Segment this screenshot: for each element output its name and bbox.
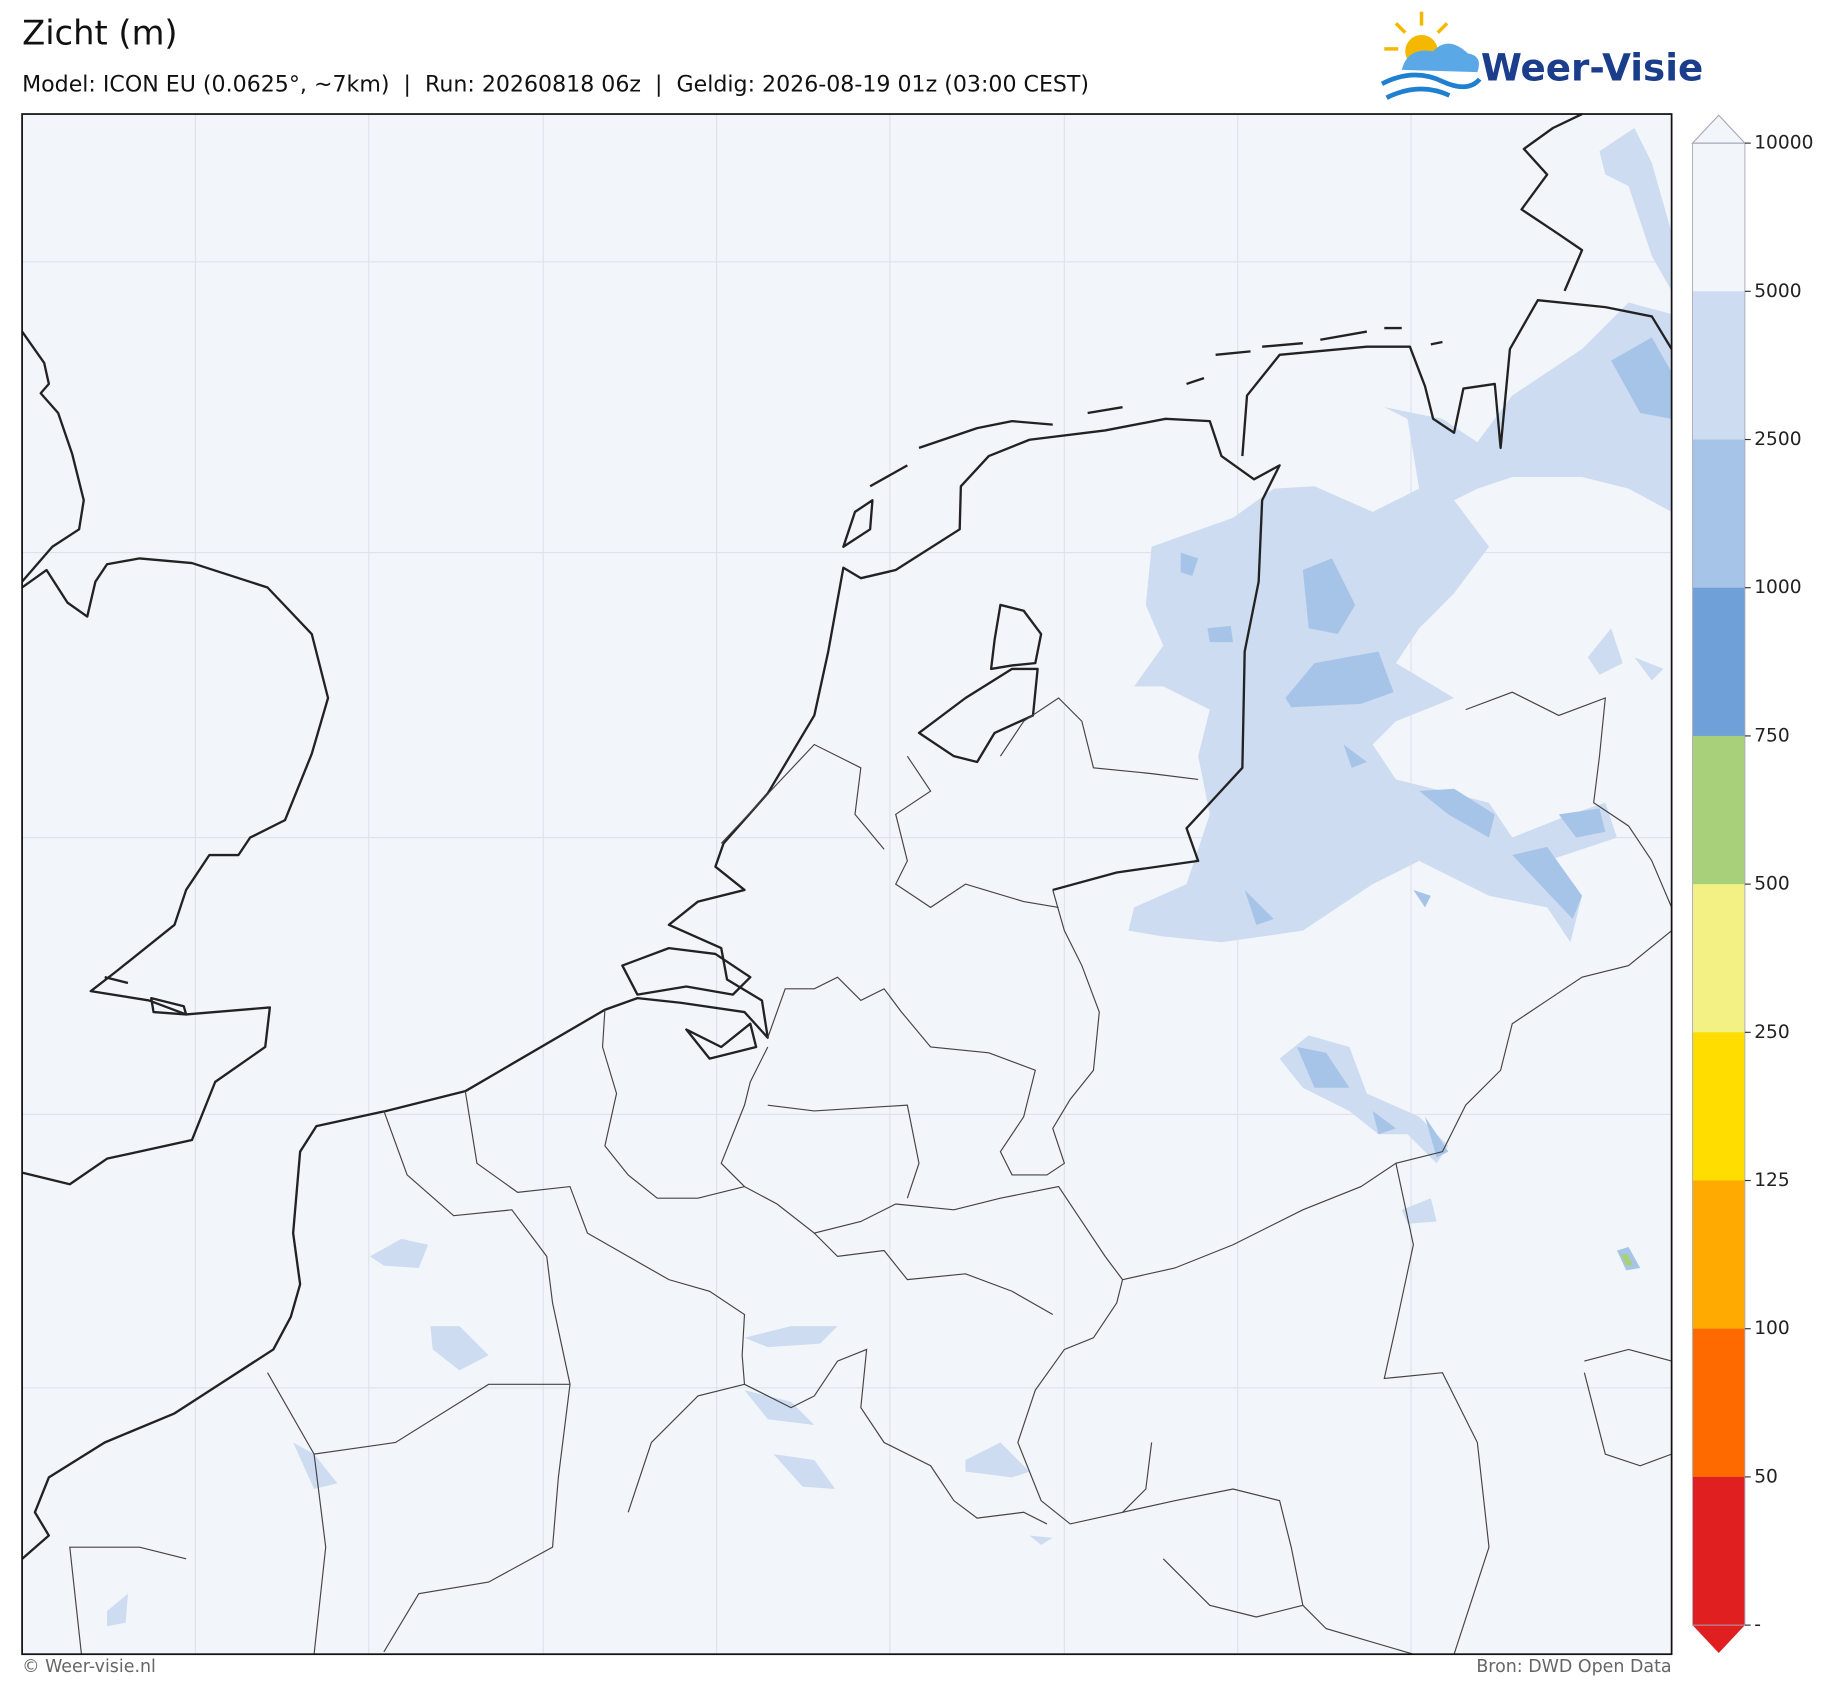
colorbar-tick-label: 10000	[1754, 133, 1813, 154]
colorbar-tick-label: 2500	[1754, 429, 1801, 450]
coastlines	[21, 112, 1673, 1560]
colorbar-tick-label: 100	[1754, 1318, 1790, 1339]
colorbar-segment	[1692, 291, 1745, 441]
colorbar-segment	[1692, 143, 1745, 292]
colorbar-bottom-label: -	[1754, 1615, 1761, 1636]
colorbar-tick-label: 750	[1754, 725, 1790, 746]
logo-text: Weer-Visie	[1481, 45, 1703, 89]
colorbar-segment	[1692, 1328, 1745, 1478]
map-background	[22, 114, 1672, 1655]
colorbar-tick-label: 125	[1754, 1170, 1790, 1191]
colorbar-tick-label: 50	[1754, 1466, 1778, 1487]
title: Zicht (m)	[22, 13, 177, 52]
colorbar-segment	[1692, 1032, 1745, 1182]
footer-right: Bron: DWD Open Data	[1476, 1657, 1671, 1677]
colorbar-extend-bottom	[1692, 1625, 1745, 1654]
colorbar-segment	[1692, 439, 1745, 589]
colorbar-tick-label: 500	[1754, 874, 1790, 895]
colorbar-segment	[1692, 1476, 1745, 1626]
subtitle: Model: ICON EU (0.0625°, ~7km) | Run: 20…	[22, 71, 1089, 97]
map-frame	[21, 113, 1673, 1656]
colorbar-segment	[1692, 735, 1745, 885]
colorbar-segment	[1692, 587, 1745, 737]
borders	[69, 691, 1673, 1655]
visibility-field	[107, 128, 1672, 1627]
logo: Weer-Visie	[1380, 11, 1703, 100]
colorbar-tick-label: 250	[1754, 1022, 1790, 1043]
colorbar-tick-label: 1000	[1754, 577, 1801, 598]
colorbar-extend-top	[1691, 114, 1747, 144]
colorbar-segment	[1692, 1180, 1745, 1330]
colorbar-tick-label: 5000	[1754, 281, 1801, 302]
colorbar-segment	[1692, 884, 1745, 1033]
footer-left: © Weer-visie.nl	[22, 1657, 156, 1677]
colorbar: 10000 5000 2500 1000 750 500 250 125 100 50 -	[1691, 114, 1813, 1654]
